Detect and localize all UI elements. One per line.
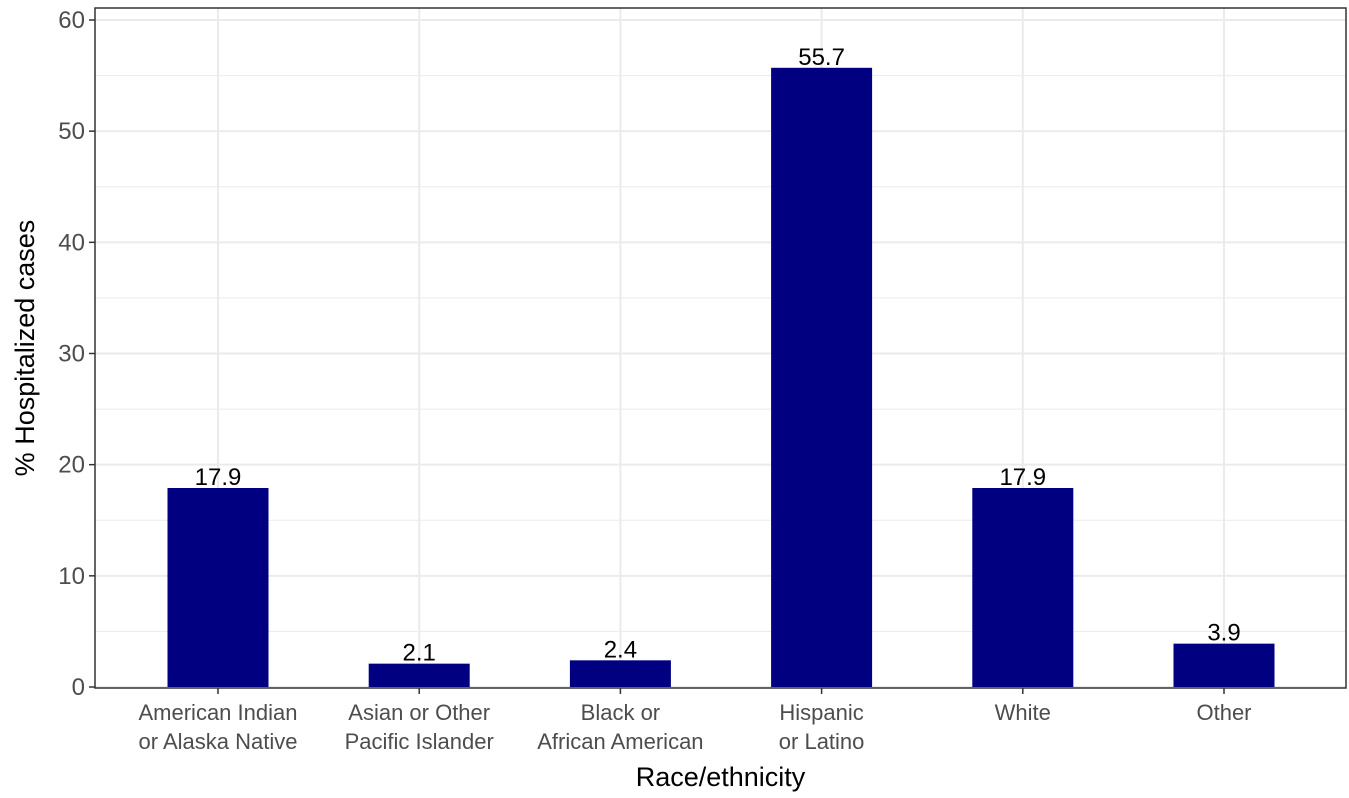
x-tick-label-line: White — [995, 700, 1051, 725]
bar-4 — [972, 488, 1074, 687]
x-axis-title: Race/ethnicity — [636, 762, 806, 792]
data-label-2: 2.4 — [604, 636, 637, 663]
panel-border — [94, 7, 1347, 689]
data-label-3: 55.7 — [798, 44, 845, 71]
bar-0 — [167, 488, 269, 687]
y-tick-label: 60 — [58, 7, 85, 34]
bar-2 — [569, 660, 671, 687]
x-tick-label: White — [995, 700, 1051, 725]
x-tick-label-line: Pacific Islander — [345, 729, 494, 754]
x-tick-label-line: or Latino — [779, 729, 865, 754]
y-axis: 0 10 20 30 40 50 60 — [58, 7, 95, 701]
x-tick-label-line: Asian or Other — [348, 700, 490, 725]
bar-1 — [368, 663, 470, 687]
y-tick-label: 0 — [72, 674, 85, 701]
x-tick-label: Asian or Other Pacific Islander — [345, 700, 494, 754]
y-tick-label: 40 — [58, 229, 85, 256]
x-tick-label-line: Black or — [581, 700, 660, 725]
data-label-1: 2.1 — [403, 640, 436, 667]
bars — [167, 67, 1275, 688]
x-tick-label-line: Other — [1196, 700, 1251, 725]
x-axis: American Indian or Alaska Native Asian or … — [139, 688, 1252, 754]
bar-3 — [771, 67, 873, 688]
bar-5 — [1173, 643, 1275, 687]
x-tick-label-line: African American — [537, 729, 703, 754]
y-tick-label: 30 — [58, 341, 85, 368]
y-tick-label: 10 — [58, 563, 85, 590]
data-label-4: 17.9 — [999, 464, 1046, 491]
x-tick-label: Other — [1196, 700, 1251, 725]
x-tick-label: Hispanic or Latino — [779, 700, 865, 754]
x-tick-label: American Indian or Alaska Native — [139, 700, 298, 754]
data-label-5: 3.9 — [1207, 620, 1240, 647]
y-tick-label: 20 — [58, 452, 85, 479]
x-tick-label-line: or Alaska Native — [139, 729, 298, 754]
data-label-0: 17.9 — [195, 464, 242, 491]
y-tick-label: 50 — [58, 118, 85, 145]
data-labels: 17.9 2.1 2.4 55.7 17.9 3.9 — [195, 44, 1241, 667]
x-tick-label-line: Hispanic — [779, 700, 863, 725]
gridlines — [95, 8, 1346, 688]
x-tick-label: Black or African American — [537, 700, 703, 754]
x-tick-label-line: American Indian — [139, 700, 298, 725]
y-axis-title: % Hospitalized cases — [10, 220, 40, 477]
